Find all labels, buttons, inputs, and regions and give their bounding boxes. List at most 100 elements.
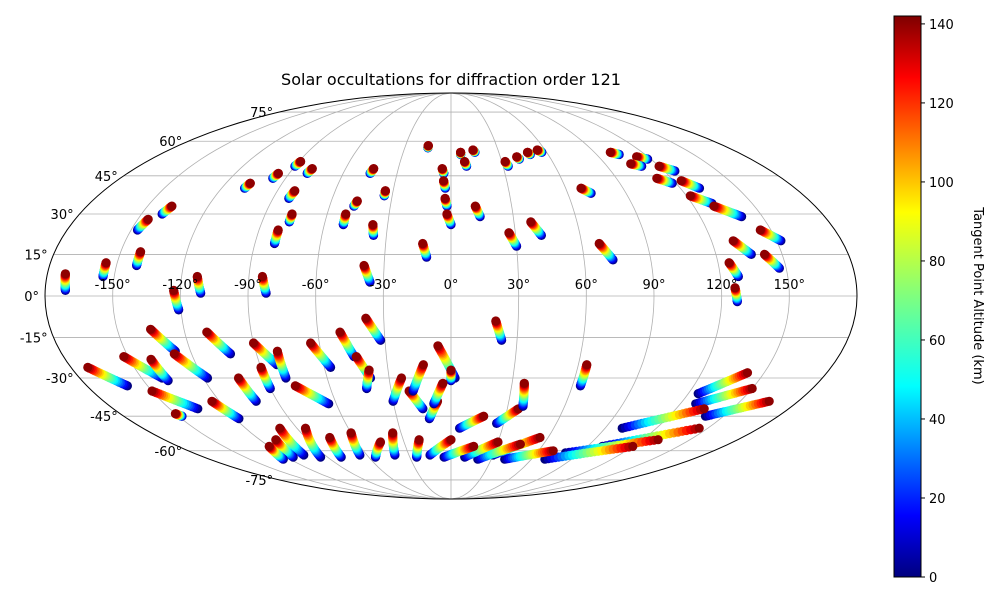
track-point — [335, 327, 345, 337]
occultation-track — [169, 349, 213, 383]
occultation-track — [594, 238, 618, 265]
occultation-track — [676, 176, 705, 193]
lon-tick-label: -30° — [369, 278, 397, 293]
track-point — [423, 141, 433, 151]
track-point — [341, 209, 351, 219]
occultation-track — [379, 186, 390, 201]
occultation-track — [349, 196, 362, 211]
track-point — [709, 201, 719, 211]
lat-tick-label: 60° — [159, 135, 182, 150]
occultation-track — [60, 269, 70, 295]
track-point — [764, 396, 774, 406]
track-point — [307, 164, 317, 174]
track-point — [290, 186, 300, 196]
track-point — [233, 373, 244, 383]
track-point — [296, 156, 306, 167]
occultation-track — [455, 411, 489, 433]
track-point — [442, 209, 452, 219]
track-point — [654, 161, 664, 171]
colorbar-tick-label: 0 — [929, 571, 937, 586]
track-point — [202, 327, 212, 337]
track-point — [170, 409, 180, 419]
track-point — [264, 441, 274, 451]
track-point — [248, 338, 259, 348]
track-point — [515, 439, 526, 449]
track-point — [169, 349, 179, 359]
occultation-track — [423, 141, 433, 153]
occultation-track — [290, 381, 334, 409]
lat-tick-label: -75° — [245, 474, 273, 489]
track-point — [628, 441, 638, 451]
occultation-track — [361, 313, 386, 345]
lat-tick-label: -60° — [155, 445, 183, 460]
track-point — [582, 360, 592, 370]
track-point — [257, 271, 267, 282]
occultation-track — [207, 396, 244, 424]
occultation-track — [532, 145, 547, 157]
track-point — [325, 432, 335, 443]
track-point — [167, 201, 177, 211]
track-point — [388, 428, 398, 438]
occultation-track — [429, 378, 448, 409]
track-point — [273, 225, 283, 235]
occultation-track — [412, 435, 424, 462]
occultation-track — [169, 285, 184, 315]
track-point — [470, 201, 480, 211]
occultation-track — [522, 147, 535, 160]
lon-tick-label: -150° — [95, 278, 131, 293]
occultation-track — [202, 327, 236, 359]
occultation-track — [446, 365, 456, 386]
track-point — [439, 176, 449, 186]
occultation-track — [440, 193, 452, 211]
track-point — [694, 423, 704, 433]
track-point — [351, 352, 361, 362]
track-point — [500, 156, 510, 167]
occultation-track — [268, 168, 283, 183]
lat-tick-label: 15° — [25, 248, 48, 263]
chart-title: Solar occultations for diffraction order… — [281, 70, 621, 89]
occultation-track — [302, 164, 317, 178]
track-point — [526, 217, 536, 227]
track-point — [143, 214, 153, 224]
track-point — [83, 362, 93, 372]
occultation-track — [284, 209, 297, 227]
occultation-track — [491, 316, 507, 345]
occultation-track — [388, 428, 400, 460]
occultation-track — [132, 214, 153, 235]
track-point — [290, 381, 300, 391]
occultation-track — [518, 378, 529, 411]
occultation-track — [365, 164, 379, 178]
track-point — [468, 145, 478, 155]
track-point — [147, 386, 157, 396]
colorbar-label: Tangent Point Altitude (km) — [970, 206, 985, 384]
track-point — [136, 247, 146, 257]
occultation-track — [368, 220, 379, 240]
track-point — [418, 238, 428, 249]
track-point — [532, 145, 542, 155]
track-point — [493, 437, 503, 447]
occultation-track — [456, 147, 466, 160]
track-point — [359, 260, 369, 271]
track-point — [469, 441, 479, 451]
track-point — [414, 435, 424, 445]
colorbar-tick-label: 20 — [929, 492, 946, 507]
track-point — [169, 285, 179, 295]
track-point — [368, 220, 378, 230]
occultation-track — [468, 145, 480, 157]
occultation-track — [157, 201, 177, 219]
track-point — [346, 428, 356, 438]
colorbar-tick-label: 140 — [929, 18, 954, 33]
track-point — [271, 435, 281, 445]
latitude-tick-labels: -75° -60° -45° -30° -15° 0° 15° 30° 45° 60° 75° — [20, 106, 273, 489]
track-point — [433, 341, 443, 351]
track-point — [594, 238, 604, 249]
track-point — [653, 435, 663, 445]
lat-tick-label: 75° — [250, 106, 273, 121]
occultation-track — [459, 156, 472, 171]
track-point — [676, 176, 686, 186]
occultation-track — [132, 247, 146, 271]
track-point — [275, 423, 285, 433]
track-point — [119, 352, 129, 362]
occultation-track — [526, 217, 547, 240]
